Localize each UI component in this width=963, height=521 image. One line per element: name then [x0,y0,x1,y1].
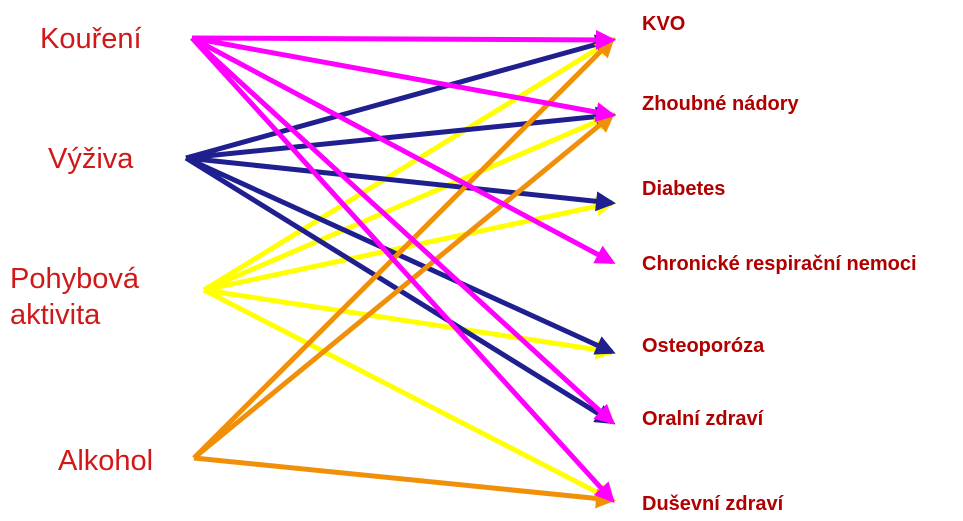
arrow [203,287,616,360]
target-label: Oralní zdraví [642,408,765,430]
arrow [190,36,615,503]
source-label: Kouření [40,23,142,55]
arrow [191,35,616,122]
target-label: Zhoubné nádory [642,93,800,115]
arrow [192,112,616,460]
source-label: Výživa [48,143,134,175]
arrow [202,287,616,503]
arrow [190,36,615,425]
arrow [193,455,616,509]
arrow [203,112,616,293]
target-label: KVO [642,13,685,35]
target-label: Chronické respirační nemoci [642,253,917,275]
target-label: Osteoporóza [642,335,765,357]
target-label: Duševní zdraví [642,493,785,515]
source-label: Pohybová [10,263,140,295]
source-label: Alkohol [58,445,153,477]
arrow [191,29,616,50]
target-label: Diabetes [642,178,725,200]
arrow [185,155,616,212]
arrow [202,37,616,293]
arrow [185,34,616,161]
source-label: aktivita [10,299,101,331]
arrow [192,37,615,460]
arrow [190,35,616,265]
arrow [185,106,616,161]
